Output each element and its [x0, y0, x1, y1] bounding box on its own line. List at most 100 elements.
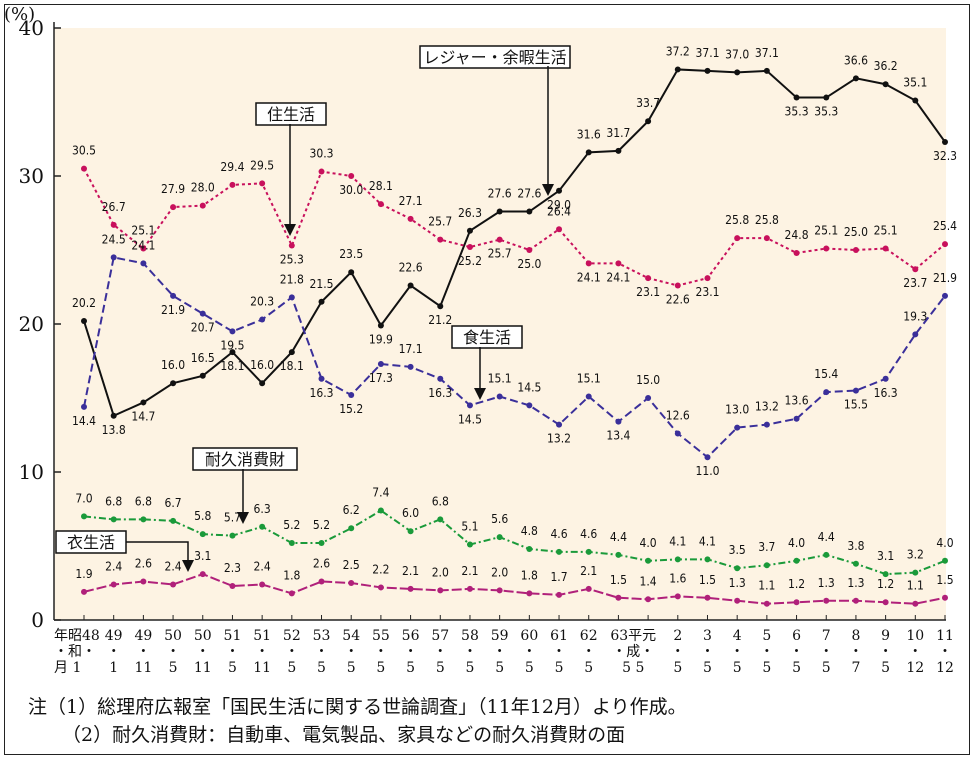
data-label: 28.1	[369, 179, 393, 193]
x-tick-label: 5	[347, 660, 356, 676]
x-tick-label: 年昭48	[54, 628, 100, 644]
callout-label: 食生活	[463, 328, 511, 347]
y-tick-label: 20	[19, 312, 44, 336]
data-label: 6.7	[164, 496, 181, 510]
data-point	[140, 399, 147, 406]
x-tick-label: ・和・	[54, 644, 96, 660]
data-label: 23.5	[339, 247, 363, 261]
callout-label: 耐久消費財	[205, 450, 285, 469]
data-point	[585, 149, 592, 156]
x-tick-label: 5	[792, 660, 801, 676]
x-tick-label: ・	[196, 644, 210, 660]
data-point	[674, 556, 681, 563]
x-tick-label: 6	[792, 628, 801, 644]
data-label: 25.3	[280, 253, 304, 267]
data-label: 4.0	[936, 536, 953, 550]
callout-label: 衣生活	[67, 533, 115, 552]
x-tick-label: ・	[790, 644, 804, 660]
data-label: 2.1	[402, 564, 419, 578]
data-point	[823, 245, 830, 252]
data-point	[407, 215, 414, 222]
x-tick-label: ・	[700, 644, 714, 660]
data-point	[556, 226, 563, 233]
data-point	[110, 254, 117, 261]
data-point	[704, 454, 711, 461]
data-point	[496, 587, 503, 594]
data-label: 4.8	[521, 524, 538, 538]
data-label: 2.6	[313, 557, 330, 571]
data-label: 11.0	[695, 464, 719, 478]
data-label: 13.4	[606, 429, 630, 443]
data-point	[81, 165, 87, 172]
callout-arrow-head	[182, 560, 194, 572]
data-label: 18.1	[280, 359, 304, 373]
data-label: 25.1	[874, 224, 898, 238]
data-label: 29.5	[250, 158, 274, 172]
data-point	[377, 360, 384, 367]
data-label: 20.7	[191, 321, 215, 335]
data-point	[852, 560, 859, 567]
data-point	[437, 303, 444, 310]
data-point	[645, 395, 652, 401]
data-label: 35.1	[903, 76, 927, 90]
data-point	[852, 75, 859, 82]
x-tick-label: 5	[466, 660, 475, 676]
data-point	[437, 375, 444, 382]
data-label: 21.9	[161, 303, 185, 317]
callout-label: 住生活	[267, 105, 315, 124]
data-point	[823, 94, 830, 101]
x-tick-label: 62	[580, 628, 598, 644]
data-label: 1.5	[610, 573, 627, 587]
x-tick-label: ・	[552, 644, 566, 660]
data-label: 7.4	[372, 485, 389, 499]
callout-arrow-head	[474, 388, 486, 400]
data-label: 1.7	[550, 570, 567, 584]
data-label: 31.6	[577, 127, 601, 141]
series-line-2	[83, 256, 946, 459]
data-point	[734, 69, 741, 76]
data-label: 28.0	[191, 181, 215, 195]
data-label: 3.8	[847, 539, 864, 553]
data-point	[377, 201, 384, 208]
data-point	[348, 580, 355, 586]
data-label: 16.0	[250, 358, 274, 372]
data-point	[526, 545, 533, 552]
data-label: 2.3	[224, 561, 241, 575]
data-label: 23.1	[636, 285, 660, 299]
data-label: 14.7	[131, 409, 155, 423]
data-point	[793, 599, 800, 606]
data-point	[348, 525, 355, 532]
data-point	[852, 387, 859, 394]
data-point	[942, 241, 948, 248]
data-label: 6.3	[254, 502, 271, 516]
data-point	[763, 562, 770, 569]
data-point	[348, 173, 355, 179]
x-tick-label: 5	[703, 660, 712, 676]
data-point	[793, 249, 800, 256]
data-point	[377, 584, 384, 591]
data-point	[793, 415, 800, 422]
data-label: 2.4	[164, 559, 181, 573]
x-tick-label: 11	[253, 660, 271, 676]
data-point	[882, 599, 889, 606]
x-tick-label: 5	[525, 660, 534, 676]
x-tick-label: ・	[908, 644, 922, 660]
data-point	[199, 372, 206, 379]
data-label: 29.0	[547, 198, 571, 212]
data-label: 4.6	[580, 527, 597, 541]
data-label: 19.9	[369, 332, 393, 346]
data-point	[170, 380, 177, 387]
data-label: 24.8	[785, 228, 809, 242]
data-label: 21.5	[310, 277, 334, 291]
data-point	[170, 204, 177, 211]
data-point	[852, 597, 859, 604]
x-tick-label: 11	[134, 660, 152, 676]
data-label: 7.0	[75, 491, 92, 505]
data-label: 3.5	[729, 543, 746, 557]
data-point	[556, 187, 563, 194]
data-point	[229, 181, 236, 188]
data-point	[704, 556, 711, 563]
data-label: 1.6	[669, 571, 686, 585]
data-label: 24.1	[606, 270, 630, 284]
x-tick-label: 61	[550, 628, 568, 644]
